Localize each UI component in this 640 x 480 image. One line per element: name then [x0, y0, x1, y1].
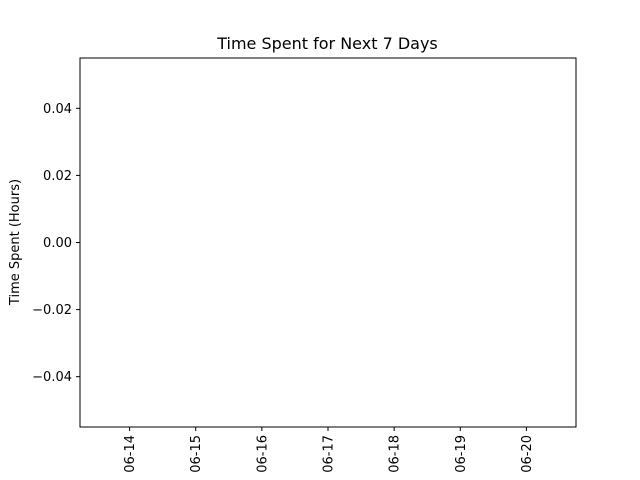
axes-frame: [79, 57, 577, 428]
y-axis-label: Time Spent (Hours): [8, 179, 23, 306]
y-tick-label: −0.02: [32, 303, 72, 318]
y-tick-label: 0.02: [43, 169, 72, 184]
x-tick-label: 06-14: [123, 435, 138, 473]
x-tick-label: 06-20: [520, 435, 535, 473]
x-tick-label: 06-15: [189, 435, 204, 473]
y-tick-label: −0.04: [32, 370, 72, 385]
x-tick-label: 06-17: [322, 435, 337, 473]
plot-area: −0.04 −0.02 0.00 0.02 0.04 06-14 06-15 06-16 06-…: [32, 57, 577, 473]
x-tick-label: 06-16: [255, 435, 270, 473]
chart-title: Time Spent for Next 7 Days: [216, 34, 438, 53]
y-tick-label: 0.00: [43, 236, 72, 251]
x-tick-label: 06-19: [454, 435, 469, 473]
y-tick-label: 0.04: [43, 102, 72, 117]
x-tick-label: 06-18: [388, 435, 403, 473]
